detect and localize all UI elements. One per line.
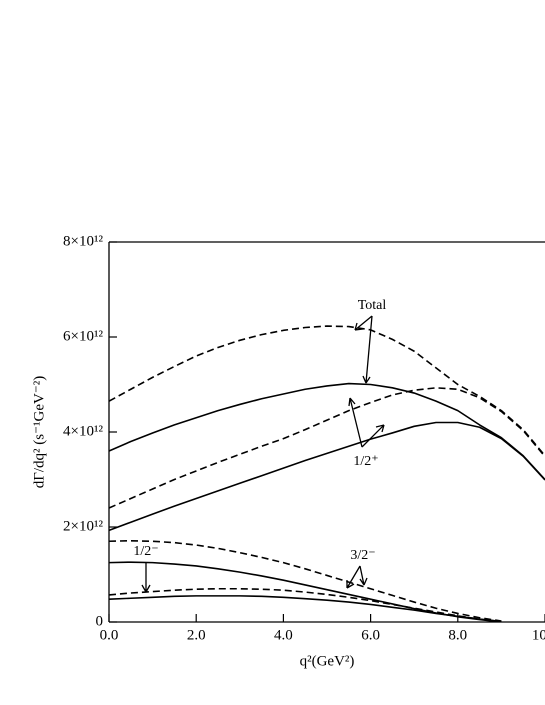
plot-area <box>109 325 545 622</box>
arrow <box>348 397 385 448</box>
annotation: 3/2⁻ <box>350 548 375 563</box>
x-tick-label: 10.0 <box>532 627 545 643</box>
x-tick-label: 4.0 <box>274 627 293 643</box>
y-tick-label: 4×10¹² <box>63 423 103 439</box>
arrow <box>354 315 373 384</box>
curve <box>109 387 545 509</box>
annotation: 1/2⁻ <box>133 544 158 559</box>
curve <box>109 421 545 532</box>
x-axis-label: q²(GeV²) <box>300 653 355 669</box>
x-tick-label: 6.0 <box>361 627 380 643</box>
curve <box>109 587 502 622</box>
y-axis-label: dΓ/dq² (s⁻¹GeV⁻²) <box>31 376 47 489</box>
curve <box>109 595 502 622</box>
arrow <box>346 565 368 589</box>
annotation: Total <box>358 298 387 313</box>
y-tick-label: 6×10¹² <box>63 328 103 344</box>
curve <box>109 382 545 481</box>
curve <box>109 325 545 457</box>
arrow <box>141 562 151 593</box>
y-tick-label: 8×10¹² <box>63 233 103 249</box>
y-tick-label: 2×10¹² <box>63 518 103 534</box>
x-tick-label: 0.0 <box>100 627 119 643</box>
x-tick-label: 8.0 <box>448 627 467 643</box>
annotation: 1/2⁺ <box>353 454 378 469</box>
curve <box>109 539 502 622</box>
y-tick-label: 0 <box>96 613 104 629</box>
x-tick-label: 2.0 <box>187 627 206 643</box>
